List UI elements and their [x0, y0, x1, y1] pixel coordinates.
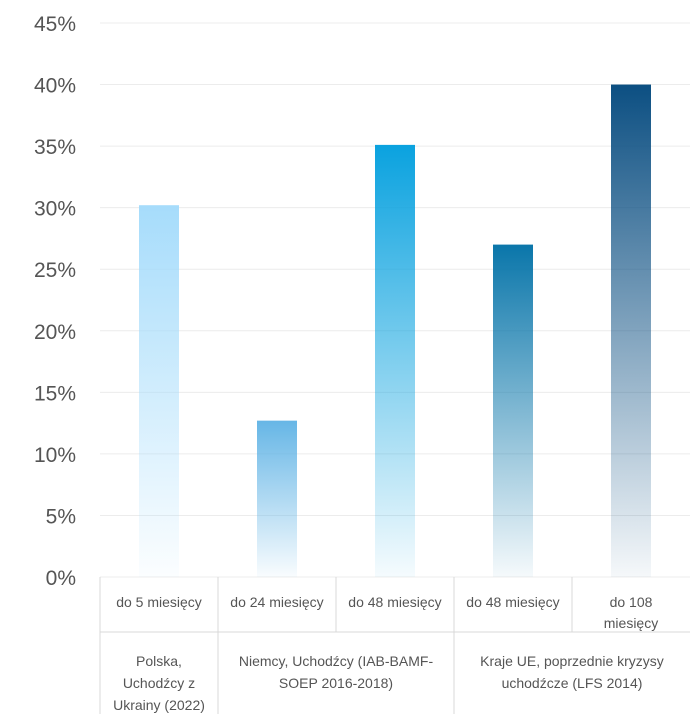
group-label: Ukrainy (2022) [113, 697, 205, 713]
y-tick-label: 10% [34, 444, 76, 467]
y-tick-label: 45% [34, 13, 76, 36]
bars [139, 84, 651, 578]
group-label: uchodźcze (LFS 2014) [502, 675, 643, 691]
y-tick-label: 40% [34, 75, 76, 98]
x-axis-category-labels: do 5 miesięcy do 24 miesięcy do 48 miesięc… [99, 577, 690, 714]
y-tick-label: 20% [34, 321, 76, 344]
y-tick-label: 0% [46, 567, 76, 590]
x-tick-label: do 48 miesięcy [466, 594, 559, 610]
bar [611, 84, 651, 578]
y-axis-tick-labels: 0% 5% 10% 15% 20% 25% 30% 35% 40% 45% [34, 13, 76, 590]
group-label: Niemcy, Uchodźcy (IAB-BAMF- [239, 653, 434, 669]
group-label: SOEP 2016-2018) [279, 675, 393, 691]
group-label: Uchodźcy z [123, 675, 195, 691]
y-tick-label: 35% [34, 136, 76, 159]
bar [375, 144, 415, 577]
y-tick-label: 15% [34, 382, 76, 405]
bar [139, 205, 179, 577]
y-tick-label: 5% [46, 505, 76, 528]
group-label: Kraje UE, poprzednie kryzysy [480, 653, 664, 669]
x-axis-group-labels: Polska, Uchodźcy z Ukrainy (2022) Niemcy, U… [113, 632, 664, 714]
x-tick-label: do 108 [610, 594, 653, 610]
bar [257, 420, 297, 577]
y-tick-label: 25% [34, 259, 76, 282]
group-label: Polska, [136, 653, 182, 669]
x-tick-label: do 48 miesięcy [348, 594, 441, 610]
y-tick-label: 30% [34, 198, 76, 221]
bar [493, 244, 533, 577]
x-tick-label: do 24 miesięcy [230, 594, 323, 610]
x-tick-label: miesięcy [604, 615, 658, 631]
x-tick-label: do 5 miesięcy [116, 594, 202, 610]
